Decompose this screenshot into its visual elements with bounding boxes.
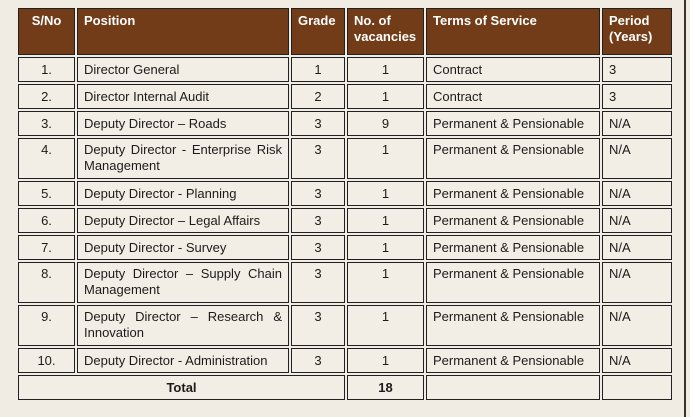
cell-sno: 4. — [18, 138, 75, 179]
cell-position: Deputy Director – Research & Innovation — [77, 305, 289, 346]
cell-position: Director General — [77, 57, 289, 82]
cell-sno: 7. — [18, 235, 75, 260]
cell-vacancies: 1 — [347, 84, 424, 109]
cell-terms: Permanent & Pensionable — [426, 262, 600, 303]
table-row: 3. Deputy Director – Roads 3 9 Permanent… — [18, 111, 672, 136]
cell-period: N/A — [602, 138, 672, 179]
table-row: 1. Director General 1 1 Contract 3 — [18, 57, 672, 82]
cell-sno: 2. — [18, 84, 75, 109]
table-row: 9. Deputy Director – Research & Innovati… — [18, 305, 672, 346]
cell-period: N/A — [602, 348, 672, 373]
cell-terms: Permanent & Pensionable — [426, 138, 600, 179]
cell-vacancies: 1 — [347, 262, 424, 303]
cell-position: Deputy Director - Enterprise Risk Manage… — [77, 138, 289, 179]
table-row: 7. Deputy Director - Survey 3 1 Permanen… — [18, 235, 672, 260]
total-period-cell — [602, 375, 672, 400]
table-row: 8. Deputy Director – Supply Chain Manage… — [18, 262, 672, 303]
table-row: 4. Deputy Director - Enterprise Risk Man… — [18, 138, 672, 179]
col-header-vacancies: No. of vacancies — [347, 8, 424, 55]
cell-vacancies: 1 — [347, 305, 424, 346]
col-header-grade: Grade — [291, 8, 345, 55]
total-vacancies-cell: 18 — [347, 375, 424, 400]
total-row: Total 18 — [18, 375, 672, 400]
cell-terms: Permanent & Pensionable — [426, 348, 600, 373]
cell-terms: Permanent & Pensionable — [426, 235, 600, 260]
cell-sno: 6. — [18, 208, 75, 233]
cell-period: N/A — [602, 305, 672, 346]
cell-terms: Contract — [426, 84, 600, 109]
cell-period: N/A — [602, 235, 672, 260]
cell-grade: 3 — [291, 181, 345, 206]
col-header-period: Period (Years) — [602, 8, 672, 55]
cell-vacancies: 9 — [347, 111, 424, 136]
cell-period: N/A — [602, 181, 672, 206]
page-edge-line — [684, 0, 686, 417]
cell-sno: 8. — [18, 262, 75, 303]
cell-terms: Permanent & Pensionable — [426, 305, 600, 346]
col-header-position: Position — [77, 8, 289, 55]
cell-vacancies: 1 — [347, 208, 424, 233]
cell-position: Deputy Director - Survey — [77, 235, 289, 260]
cell-position: Deputy Director - Planning — [77, 181, 289, 206]
cell-grade: 3 — [291, 305, 345, 346]
cell-grade: 3 — [291, 348, 345, 373]
cell-grade: 3 — [291, 262, 345, 303]
cell-position: Deputy Director – Legal Affairs — [77, 208, 289, 233]
cell-sno: 10. — [18, 348, 75, 373]
vacancies-table: S/No Position Grade No. of vacancies Ter… — [16, 6, 674, 402]
cell-sno: 9. — [18, 305, 75, 346]
cell-grade: 3 — [291, 235, 345, 260]
cell-terms: Permanent & Pensionable — [426, 181, 600, 206]
cell-grade: 3 — [291, 208, 345, 233]
cell-terms: Contract — [426, 57, 600, 82]
cell-grade: 1 — [291, 57, 345, 82]
cell-position: Deputy Director - Administration — [77, 348, 289, 373]
table-row: 5. Deputy Director - Planning 3 1 Perman… — [18, 181, 672, 206]
cell-period: N/A — [602, 111, 672, 136]
cell-vacancies: 1 — [347, 181, 424, 206]
cell-vacancies: 1 — [347, 235, 424, 260]
col-header-terms: Terms of Service — [426, 8, 600, 55]
cell-vacancies: 1 — [347, 57, 424, 82]
cell-grade: 2 — [291, 84, 345, 109]
cell-grade: 3 — [291, 111, 345, 136]
col-header-sno: S/No — [18, 8, 75, 55]
cell-sno: 1. — [18, 57, 75, 82]
cell-terms: Permanent & Pensionable — [426, 111, 600, 136]
cell-vacancies: 1 — [347, 138, 424, 179]
cell-period: N/A — [602, 262, 672, 303]
cell-position: Deputy Director – Supply Chain Managemen… — [77, 262, 289, 303]
table-row: 6. Deputy Director – Legal Affairs 3 1 P… — [18, 208, 672, 233]
table-row: 10. Deputy Director - Administration 3 1… — [18, 348, 672, 373]
total-terms-cell — [426, 375, 600, 400]
cell-terms: Permanent & Pensionable — [426, 208, 600, 233]
total-label-cell: Total — [18, 375, 345, 400]
cell-period: N/A — [602, 208, 672, 233]
table-row: 2. Director Internal Audit 2 1 Contract … — [18, 84, 672, 109]
cell-sno: 3. — [18, 111, 75, 136]
cell-grade: 3 — [291, 138, 345, 179]
cell-period: 3 — [602, 57, 672, 82]
cell-position: Director Internal Audit — [77, 84, 289, 109]
cell-position: Deputy Director – Roads — [77, 111, 289, 136]
cell-period: 3 — [602, 84, 672, 109]
cell-vacancies: 1 — [347, 348, 424, 373]
header-row: S/No Position Grade No. of vacancies Ter… — [18, 8, 672, 55]
cell-sno: 5. — [18, 181, 75, 206]
